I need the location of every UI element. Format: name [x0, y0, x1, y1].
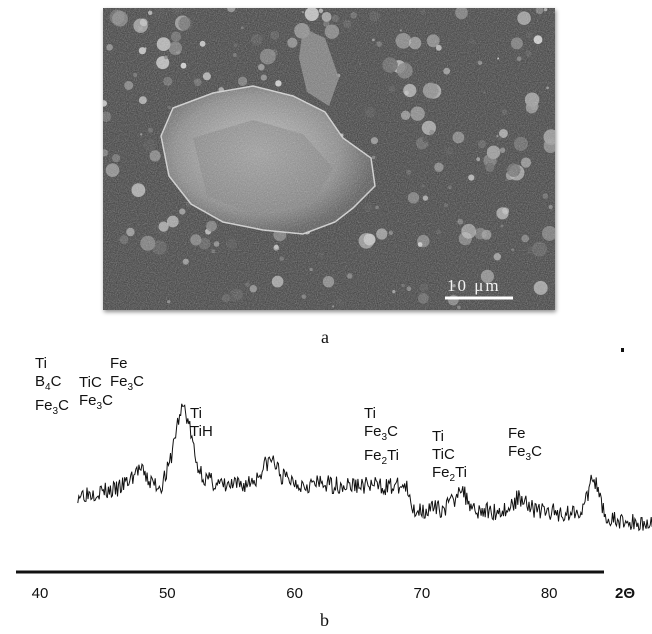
xrd-trace-group — [77, 403, 652, 532]
x-tick-label: 60 — [286, 585, 303, 602]
scale-bar-label: 10 μm — [447, 276, 501, 295]
caption-a: a — [321, 327, 329, 347]
caption-b: b — [320, 610, 329, 630]
peak-label: Ti Fe3C Fe2Ti — [364, 405, 400, 467]
xrd-series-line — [77, 403, 652, 532]
x-tick-labels: 40 50 60 70 80 — [32, 585, 558, 602]
peak-label: TiC Fe3C — [79, 374, 113, 412]
sem-micrograph: 10 μm — [103, 8, 555, 310]
peak-label: Ti TiH — [190, 405, 213, 440]
x-tick-label: 50 — [159, 585, 176, 602]
x-tick-label: 70 — [414, 585, 431, 602]
peak-label: Fe Fe3C — [508, 425, 542, 463]
peak-label: Fe Fe3C — [110, 355, 144, 393]
peak-label: Ti TiC Fe2Ti — [432, 428, 468, 484]
peak-label: Ti B4C Fe3C — [35, 355, 69, 417]
x-axis-label: 2Θ — [615, 585, 635, 602]
xrd-chart: 40 50 60 70 80 2Θ — [16, 403, 652, 602]
x-tick-label: 80 — [541, 585, 558, 602]
stray-mark — [621, 348, 624, 352]
x-tick-label: 40 — [32, 585, 49, 602]
